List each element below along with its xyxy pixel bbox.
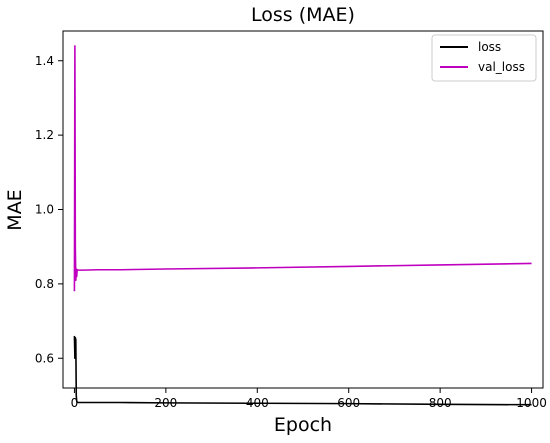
y-axis: 0.6 0.8 1.0 1.2 1.4 (35, 54, 63, 365)
y-tick-label: 1.0 (35, 203, 54, 217)
y-tick-label: 0.6 (35, 351, 54, 365)
y-tick-label: 1.2 (35, 128, 54, 142)
legend: loss val_loss (431, 34, 537, 82)
y-tick-label: 0.8 (35, 277, 54, 291)
x-tick-label: 800 (429, 396, 452, 410)
chart-title: Loss (MAE) (251, 4, 355, 26)
x-axis-label: Epoch (274, 414, 332, 436)
x-axis: 0 200 400 600 800 1000 (71, 388, 547, 410)
series-line-loss (73, 335, 532, 406)
series-lines (73, 45, 532, 406)
series-line-val-loss (73, 45, 532, 292)
y-tick-label: 1.4 (35, 54, 54, 68)
x-tick-label: 0 (71, 396, 79, 410)
plot-frame (62, 30, 544, 389)
legend-label: loss (478, 40, 501, 54)
plot-area (62, 30, 544, 389)
y-axis-label: MAE (4, 189, 26, 230)
legend-label: val_loss (478, 60, 525, 74)
x-tick-label: 1000 (516, 396, 547, 410)
